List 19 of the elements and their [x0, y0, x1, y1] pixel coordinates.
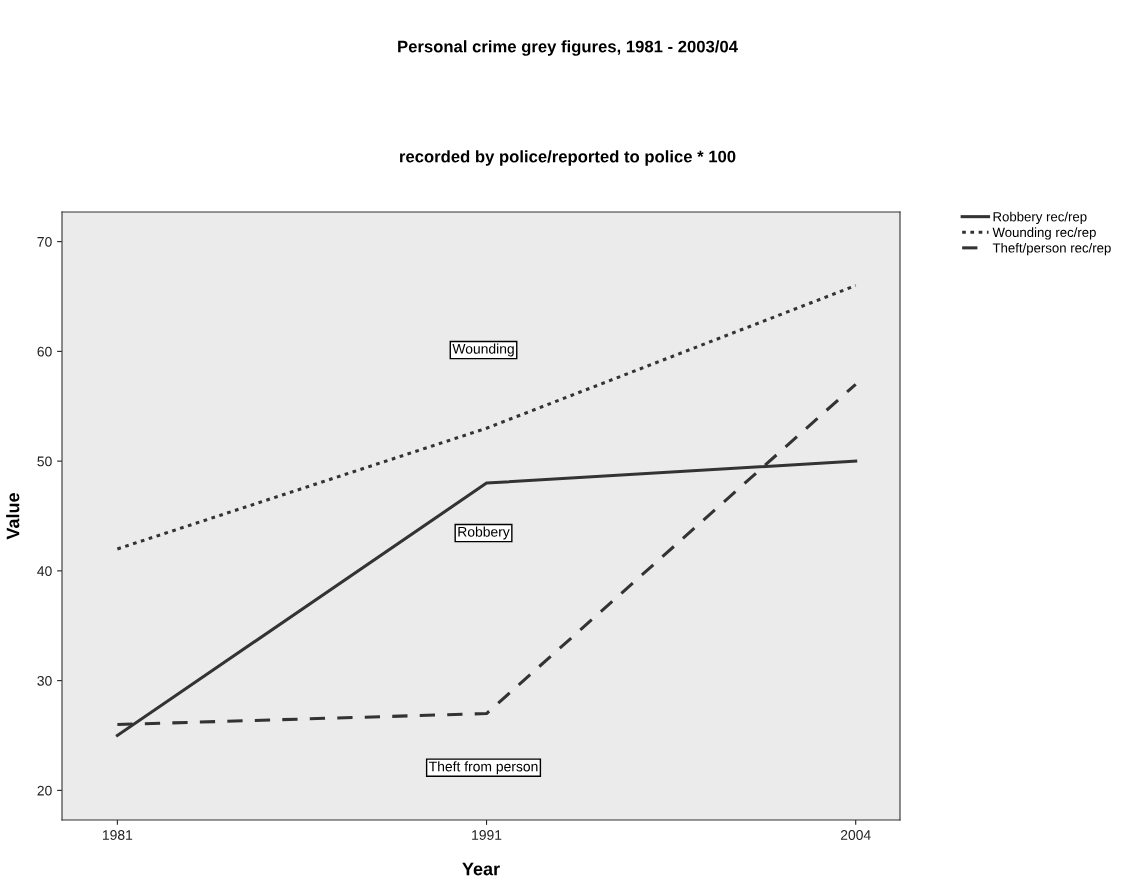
- y-axis-title: Value: [6, 493, 20, 540]
- y-tick-label: 40: [37, 566, 52, 577]
- x-tick-label: 1981: [102, 830, 133, 840]
- x-tick-label: 2004: [840, 830, 871, 840]
- annotation: Theft from person: [429, 761, 538, 775]
- y-tick-label: 30: [37, 675, 52, 686]
- chart-subtitle: recorded by police/reported to police * 100: [400, 150, 736, 166]
- legend-label: Robbery rec/rep: [993, 211, 1087, 225]
- x-tick-label: 1991: [472, 830, 502, 840]
- annotation: Wounding: [452, 343, 514, 357]
- x-axis-title: Year: [462, 862, 500, 876]
- legend-label: Wounding rec/rep: [992, 227, 1096, 240]
- y-tick-label: 20: [37, 785, 52, 796]
- y-tick-label: 70: [37, 236, 52, 247]
- annotation: Robbery: [458, 526, 510, 540]
- y-tick-label: 60: [37, 346, 52, 357]
- y-tick-label: 50: [37, 456, 52, 467]
- legend-label: Theft/person rec/rep: [992, 242, 1111, 256]
- chart-title: Personal crime grey figures, 1981 - 2003/04: [398, 40, 738, 56]
